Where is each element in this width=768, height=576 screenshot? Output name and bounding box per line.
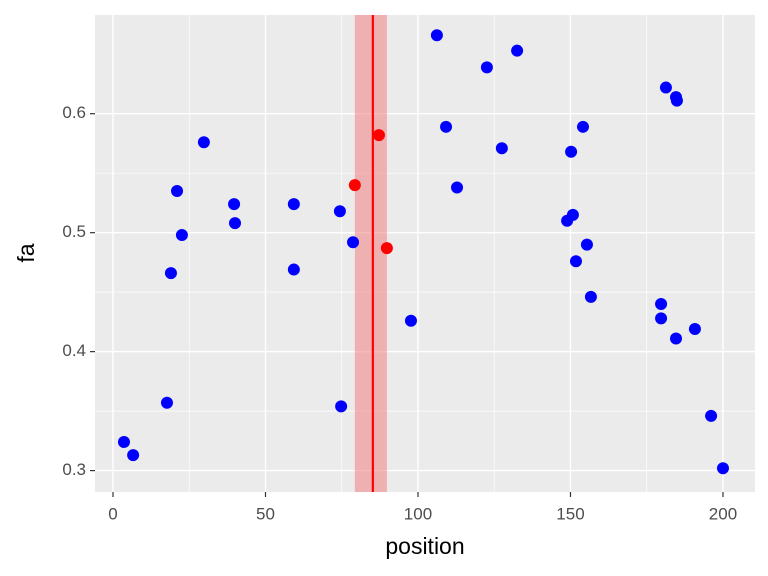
y-tick-label: 0.6 bbox=[62, 103, 86, 122]
point bbox=[175, 229, 188, 242]
point bbox=[584, 290, 597, 303]
y-axis-title: fa bbox=[13, 243, 39, 262]
point bbox=[440, 120, 453, 133]
point bbox=[565, 145, 578, 158]
point bbox=[716, 462, 729, 475]
x-tick-label: 150 bbox=[556, 504, 584, 523]
point bbox=[347, 236, 360, 249]
point bbox=[688, 323, 701, 336]
point bbox=[705, 409, 718, 422]
point bbox=[164, 267, 177, 280]
shaded-band bbox=[354, 15, 387, 492]
point bbox=[659, 81, 672, 94]
point bbox=[335, 400, 348, 413]
point bbox=[404, 314, 417, 327]
x-tick-label: 100 bbox=[404, 504, 432, 523]
point bbox=[430, 29, 443, 42]
point bbox=[197, 136, 210, 149]
point bbox=[117, 436, 130, 449]
point bbox=[228, 198, 241, 211]
point bbox=[495, 142, 508, 155]
point bbox=[511, 44, 524, 57]
point bbox=[655, 298, 668, 311]
point bbox=[372, 129, 385, 142]
point bbox=[228, 217, 241, 230]
point bbox=[580, 238, 593, 251]
point bbox=[480, 61, 493, 74]
x-axis-title: position bbox=[385, 533, 464, 559]
point bbox=[569, 255, 582, 268]
point bbox=[333, 205, 346, 218]
x-tick-label: 0 bbox=[108, 504, 117, 523]
y-tick-label: 0.5 bbox=[62, 222, 86, 241]
point bbox=[127, 449, 140, 462]
point bbox=[655, 312, 668, 325]
point bbox=[171, 185, 184, 198]
point bbox=[576, 120, 589, 133]
point bbox=[380, 242, 393, 255]
point bbox=[287, 263, 300, 276]
y-tick-label: 0.4 bbox=[62, 341, 86, 360]
panel bbox=[95, 15, 755, 492]
x-tick-label: 50 bbox=[256, 504, 275, 523]
y-tick-label: 0.3 bbox=[62, 460, 86, 479]
point bbox=[287, 198, 300, 211]
point bbox=[670, 332, 683, 345]
point bbox=[566, 208, 579, 221]
point bbox=[160, 396, 173, 409]
point bbox=[348, 179, 361, 192]
point bbox=[451, 181, 464, 194]
point bbox=[670, 94, 683, 107]
x-tick-label: 200 bbox=[709, 504, 737, 523]
